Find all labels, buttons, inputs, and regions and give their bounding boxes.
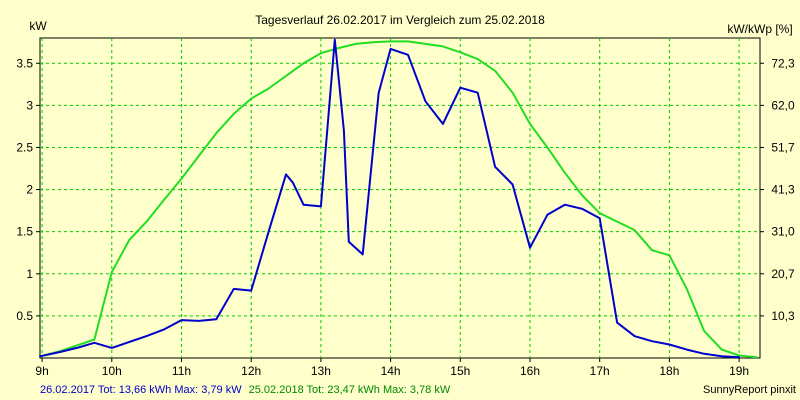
y-right-tick-label: 10,3: [771, 309, 795, 323]
x-tick-label: 11h: [172, 364, 191, 378]
footer-green-summary: 25.02.2018 Tot: 23,47 kWh Max: 3,78 kW: [249, 384, 451, 396]
x-tick-label: 9h: [35, 364, 48, 378]
y-right-tick-label: 41,3: [771, 183, 795, 197]
y-right-tick-label: 62,0: [771, 98, 795, 112]
y-left-tick-label: 1.5: [16, 225, 33, 239]
x-tick-label: 19h: [729, 364, 749, 378]
y-left-tick-label: 2: [26, 183, 33, 197]
y-left-tick-label: 1: [26, 267, 33, 281]
y-axis-left-label: kW: [29, 19, 47, 33]
y-left-tick-label: 3.5: [16, 56, 33, 70]
series-line-2017: [39, 38, 741, 359]
x-tick-label: 14h: [381, 364, 401, 378]
y-left-tick-label: 3: [26, 98, 33, 112]
y-right-tick-label: 72,3: [771, 56, 795, 70]
footer-credit: SunnyReport pinxit: [703, 384, 796, 396]
y-axis-left-ticks: 0.5 1 1.5 2 2.5 3 3.5: [16, 56, 40, 323]
y-axis-right-label: kW/kWp [%]: [727, 22, 792, 36]
x-tick-label: 13h: [311, 364, 331, 378]
y-axis-right-ticks: 10,3 20,7 31,0 41,3 51,7 62,0 72,3: [760, 56, 795, 323]
x-tick-label: 12h: [241, 364, 261, 378]
x-tick-label: 18h: [659, 364, 679, 378]
x-axis-ticks: 9h 10h 11h 12h 13h 14h 15h 16h 17h 18h 19h: [35, 358, 749, 378]
plot-area: [39, 37, 761, 359]
footer-blue-summary: 26.02.2017 Tot: 13,66 kWh Max: 3,79 kW: [40, 384, 242, 396]
y-left-tick-label: 0.5: [16, 309, 33, 323]
x-tick-label: 17h: [590, 364, 610, 378]
y-right-tick-label: 20,7: [771, 267, 795, 281]
x-tick-label: 16h: [520, 364, 540, 378]
y-right-tick-label: 31,0: [771, 225, 795, 239]
y-left-tick-label: 2.5: [16, 140, 33, 154]
series-line-2018: [39, 40, 758, 359]
x-tick-label: 15h: [450, 364, 470, 378]
y-right-tick-label: 51,7: [771, 140, 795, 154]
footer-summary: 26.02.2017 Tot: 13,66 kWh Max: 3,79 kW 2…: [40, 384, 451, 396]
series-lines: [39, 38, 758, 359]
x-tick-label: 10h: [102, 364, 122, 378]
grid-lines: [40, 38, 760, 358]
chart-title: Tagesverlauf 26.02.2017 im Vergleich zum…: [255, 13, 545, 27]
